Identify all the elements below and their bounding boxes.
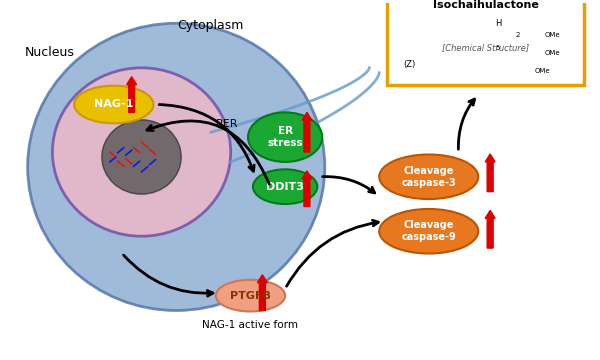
FancyArrow shape — [485, 211, 495, 248]
Text: OMe: OMe — [545, 50, 560, 56]
Ellipse shape — [253, 169, 317, 204]
FancyArrow shape — [302, 171, 312, 207]
FancyArrow shape — [127, 77, 137, 112]
Text: NAG-1 active form: NAG-1 active form — [202, 320, 298, 330]
Text: OMe: OMe — [535, 68, 550, 74]
Ellipse shape — [379, 209, 478, 253]
Text: Isochaihulactone: Isochaihulactone — [433, 0, 539, 10]
Ellipse shape — [102, 120, 181, 194]
Text: PTGFB: PTGFB — [230, 291, 271, 301]
Text: Apoptosis: Apoptosis — [424, 63, 533, 82]
Text: H: H — [495, 19, 501, 28]
Ellipse shape — [52, 68, 230, 236]
Ellipse shape — [248, 112, 322, 162]
Ellipse shape — [74, 86, 154, 123]
FancyBboxPatch shape — [387, 0, 584, 85]
Ellipse shape — [379, 154, 478, 199]
Ellipse shape — [28, 23, 325, 310]
Text: Cytoplasm: Cytoplasm — [178, 19, 244, 32]
Text: Cleavage
caspase-3: Cleavage caspase-3 — [401, 166, 456, 188]
Text: (Z): (Z) — [403, 60, 415, 69]
FancyArrow shape — [257, 275, 268, 310]
Text: Cleavage
caspase-9: Cleavage caspase-9 — [401, 220, 456, 242]
Text: DDIT3: DDIT3 — [266, 182, 304, 192]
Ellipse shape — [216, 280, 285, 311]
Text: ER
stress: ER stress — [268, 126, 303, 148]
Text: 5: 5 — [496, 45, 500, 51]
FancyArrow shape — [485, 154, 495, 192]
Text: NAG-1: NAG-1 — [94, 99, 133, 109]
Text: Nucleus: Nucleus — [25, 46, 74, 59]
FancyArrow shape — [302, 112, 312, 152]
Text: OMe: OMe — [545, 32, 560, 38]
Text: 2: 2 — [515, 32, 520, 38]
Text: [Chemical Structure]: [Chemical Structure] — [442, 44, 529, 53]
Text: RER: RER — [216, 119, 238, 129]
